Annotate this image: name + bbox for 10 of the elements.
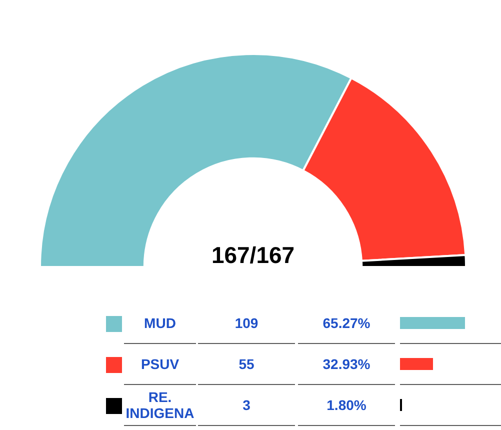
data-label: 109 bbox=[234, 315, 258, 331]
legend-label: RE. INDIGENA bbox=[124, 389, 196, 421]
text: 1.80% bbox=[326, 397, 366, 413]
legend-label: MUD bbox=[144, 315, 176, 331]
data-label: 3 bbox=[242, 397, 250, 413]
text: 65.27% bbox=[322, 315, 370, 331]
text: 32.93% bbox=[322, 356, 370, 372]
legend-label: PSUV bbox=[140, 356, 180, 372]
data-label: 55 bbox=[238, 356, 254, 372]
text: 167/167 bbox=[211, 242, 295, 268]
